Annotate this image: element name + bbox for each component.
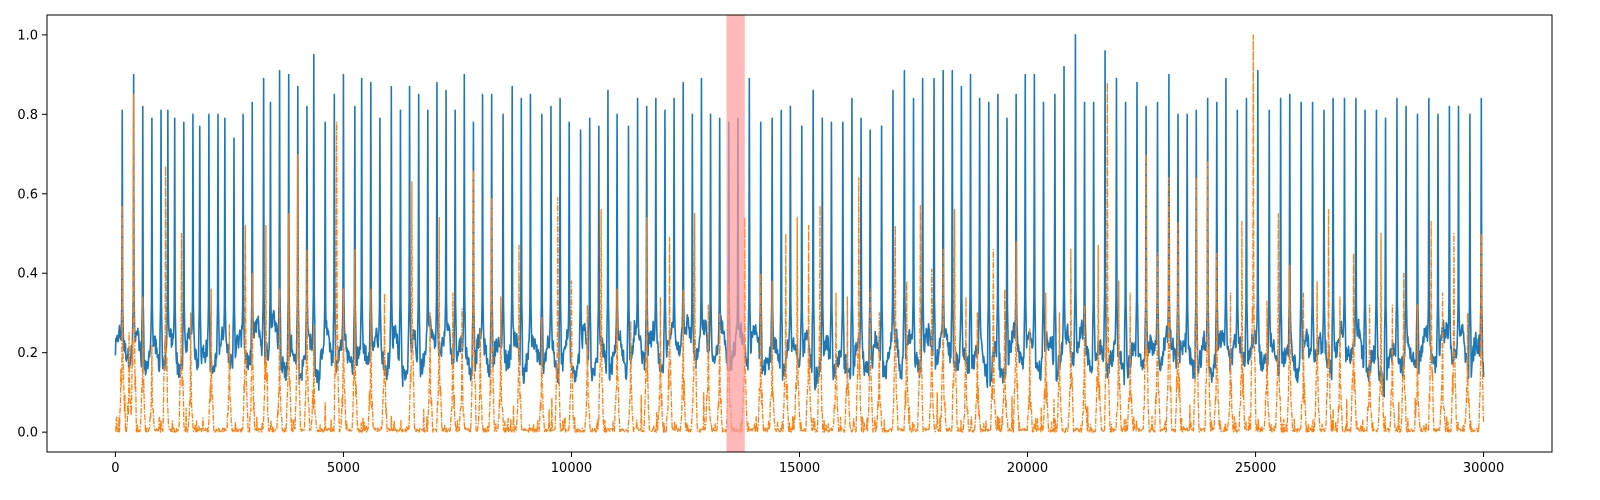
y-tick-label: 0.4 <box>17 267 38 282</box>
x-tick-label: 30000 <box>1463 461 1504 476</box>
x-tick-label: 0 <box>111 461 119 476</box>
y-tick-label: 0.6 <box>17 187 38 202</box>
series-group <box>114 34 1485 433</box>
plot-area <box>114 15 1485 452</box>
highlight-span <box>726 15 745 452</box>
series-line-1 <box>114 34 1485 398</box>
x-tick-label: 5000 <box>327 461 360 476</box>
y-tick-label: 1.0 <box>17 28 38 43</box>
y-tick-label: 0.0 <box>17 426 38 441</box>
x-tick-label: 25000 <box>1235 461 1276 476</box>
axes: 0 5000 10000 15000 20000 25000 30000 0.0 0.2 0.4 0… <box>17 14 1553 476</box>
series-line-2 <box>114 34 1485 433</box>
x-tick-label: 10000 <box>551 461 592 476</box>
x-tick-label: 20000 <box>1007 461 1048 476</box>
y-tick-label: 0.8 <box>17 108 38 123</box>
y-tick-label: 0.2 <box>17 346 38 361</box>
x-tick-label: 15000 <box>779 461 820 476</box>
